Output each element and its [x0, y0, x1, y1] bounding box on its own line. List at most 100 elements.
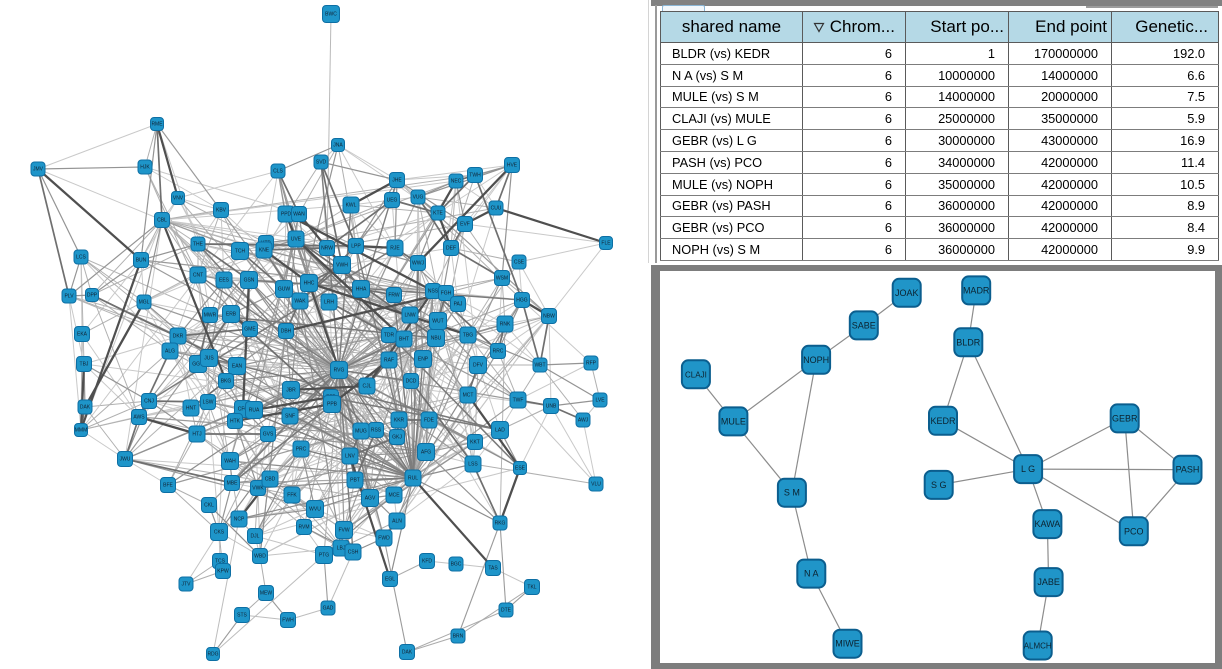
- svg-text:RAF: RAF: [384, 358, 394, 364]
- svg-text:FGH: FGH: [441, 291, 452, 297]
- svg-text:CUU: CUU: [491, 206, 502, 212]
- svg-text:MULE: MULE: [721, 416, 746, 426]
- svg-text:JBR: JBR: [286, 388, 296, 394]
- svg-text:DEF: DEF: [446, 246, 456, 252]
- svg-text:HVE: HVE: [507, 163, 518, 169]
- svg-text:FVW: FVW: [338, 528, 349, 534]
- svg-text:UNB: UNB: [546, 404, 557, 410]
- svg-text:MMM: MMM: [75, 428, 88, 434]
- svg-text:ESE: ESE: [515, 466, 526, 472]
- svg-text:CLS: CLS: [273, 169, 283, 175]
- svg-text:ALG: ALG: [165, 349, 175, 355]
- svg-text:TCS: TCS: [215, 559, 226, 565]
- svg-text:L G: L G: [1021, 464, 1035, 474]
- svg-text:KPW: KPW: [217, 569, 229, 575]
- svg-text:SABE: SABE: [852, 320, 876, 330]
- svg-text:WAN: WAN: [293, 212, 305, 218]
- svg-text:WSM: WSM: [496, 276, 508, 282]
- svg-text:HTJ: HTJ: [192, 432, 202, 438]
- svg-text:KWL: KWL: [346, 203, 357, 209]
- svg-text:EES: EES: [219, 278, 230, 284]
- svg-text:JNA: JNA: [333, 143, 343, 149]
- svg-text:BWC: BWC: [325, 12, 337, 18]
- svg-text:VUG: VUG: [413, 195, 424, 201]
- svg-text:NBW: NBW: [543, 314, 555, 320]
- svg-text:RUL: RUL: [408, 476, 418, 482]
- svg-text:WUT: WUT: [432, 319, 443, 325]
- svg-text:GKJ: GKJ: [392, 435, 402, 441]
- svg-text:TWF: TWF: [513, 398, 524, 404]
- svg-text:CLAJI: CLAJI: [685, 370, 707, 379]
- svg-text:NEC: NEC: [451, 179, 462, 185]
- svg-text:FWD: FWD: [378, 536, 390, 542]
- svg-text:MEW: MEW: [260, 591, 273, 597]
- svg-text:HGG: HGG: [516, 298, 528, 304]
- svg-text:MCT: MCT: [463, 393, 474, 399]
- svg-text:GSN: GSN: [244, 278, 255, 284]
- svg-text:KNE: KNE: [259, 248, 270, 254]
- svg-text:AFG: AFG: [421, 450, 431, 456]
- svg-text:JTV: JTV: [182, 582, 192, 588]
- svg-text:DBH: DBH: [281, 329, 292, 335]
- svg-text:GGU: GGU: [192, 362, 204, 368]
- svg-text:VLU: VLU: [591, 482, 601, 488]
- svg-text:FDE: FDE: [424, 418, 435, 424]
- svg-text:LRH: LRH: [324, 300, 334, 306]
- svg-text:RFP: RFP: [586, 361, 597, 367]
- svg-text:MWR: MWR: [204, 313, 217, 319]
- svg-text:TCH: TCH: [235, 249, 246, 255]
- svg-text:PCO: PCO: [1124, 526, 1144, 536]
- svg-text:DFV: DFV: [473, 363, 484, 369]
- svg-text:NCP: NCP: [234, 517, 245, 523]
- svg-text:SVD: SVD: [316, 160, 327, 166]
- svg-text:WAK: WAK: [294, 299, 306, 305]
- svg-text:TAS: TAS: [488, 566, 498, 572]
- svg-text:STS: STS: [237, 613, 247, 619]
- svg-text:HNT: HNT: [186, 406, 196, 412]
- svg-text:EGL: EGL: [385, 577, 395, 583]
- svg-text:JWU: JWU: [120, 457, 131, 463]
- svg-text:EAN: EAN: [232, 364, 243, 370]
- svg-text:EKA: EKA: [77, 332, 88, 338]
- svg-text:WBD: WBD: [254, 554, 266, 560]
- svg-text:LCS: LCS: [76, 255, 86, 261]
- svg-text:CNT: CNT: [193, 273, 203, 279]
- svg-text:VWH: VWH: [336, 263, 348, 269]
- svg-text:TDR: TDR: [384, 333, 395, 339]
- svg-text:RJE: RJE: [390, 246, 400, 252]
- svg-text:JMV: JMV: [33, 167, 44, 173]
- svg-text:BKG: BKG: [221, 379, 232, 385]
- svg-text:CJL: CJL: [363, 384, 372, 390]
- svg-text:LPP: LPP: [351, 244, 361, 250]
- svg-text:SNF: SNF: [285, 414, 295, 420]
- svg-text:AGV: AGV: [365, 496, 376, 502]
- svg-text:JHE: JHE: [392, 178, 402, 184]
- svg-text:PPB: PPB: [327, 402, 338, 408]
- svg-text:NRW: NRW: [321, 246, 333, 252]
- svg-text:RSS: RSS: [371, 428, 382, 434]
- svg-text:JUS: JUS: [204, 356, 214, 362]
- svg-text:KKR: KKR: [394, 418, 405, 424]
- svg-text:LBJ: LBJ: [337, 546, 346, 552]
- svg-text:MBE: MBE: [227, 481, 239, 487]
- svg-text:GVS: GVS: [263, 432, 274, 438]
- svg-text:EVF: EVF: [460, 222, 470, 228]
- svg-text:BHT: BHT: [399, 337, 409, 343]
- svg-text:PPD: PPD: [281, 212, 292, 218]
- svg-text:DTE: DTE: [501, 608, 512, 614]
- svg-text:DAK: DAK: [402, 650, 413, 656]
- svg-text:BFE: BFE: [163, 483, 173, 489]
- svg-text:MIWE: MIWE: [835, 639, 860, 649]
- svg-text:MGL: MGL: [139, 300, 150, 306]
- svg-text:WBT: WBT: [534, 363, 545, 369]
- svg-text:CKS: CKS: [214, 530, 225, 536]
- svg-text:LSS: LSS: [468, 462, 478, 468]
- svg-text:LNV: LNV: [345, 454, 355, 460]
- svg-text:WVU: WVU: [309, 507, 321, 513]
- svg-text:FLE: FLE: [601, 241, 611, 247]
- svg-text:JOAK: JOAK: [895, 288, 919, 298]
- svg-text:TBG: TBG: [463, 333, 473, 339]
- svg-text:CSH: CSH: [348, 550, 359, 556]
- svg-text:KKT: KKT: [470, 440, 480, 446]
- svg-text:CBL: CBL: [157, 218, 167, 224]
